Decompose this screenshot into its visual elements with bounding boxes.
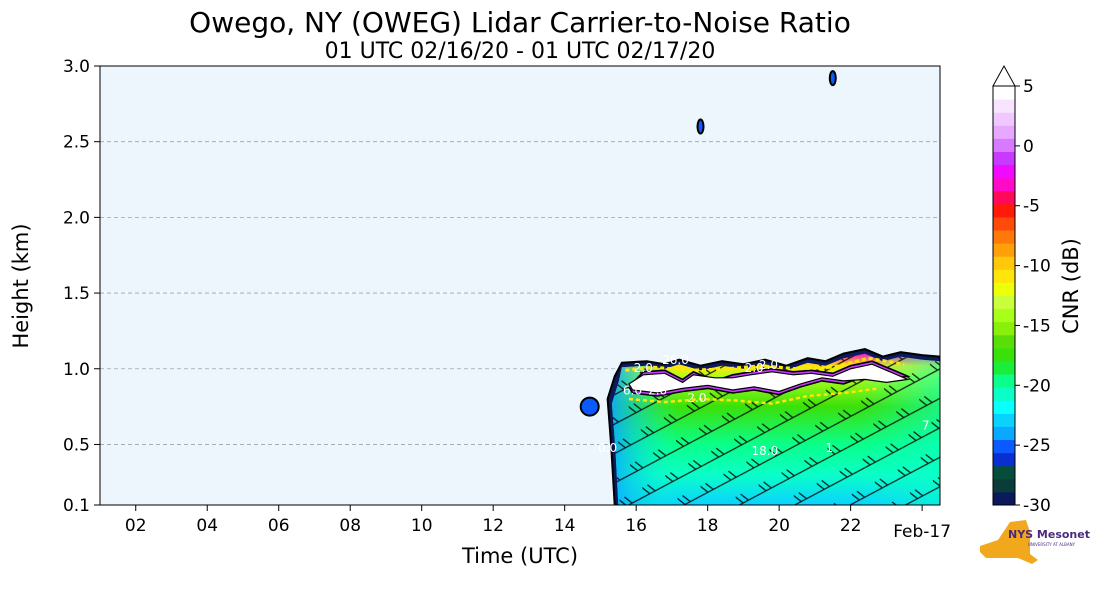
y-tick-label: 2.0 — [63, 208, 90, 228]
y-tick-label: 1.5 — [63, 284, 90, 304]
colorbar-segment — [993, 478, 1015, 493]
colorbar-segment — [993, 426, 1015, 441]
colorbar-segment — [993, 347, 1015, 362]
colorbar-tick-label: -20 — [1023, 376, 1051, 396]
x-tick-label: Feb-17 — [893, 522, 951, 542]
contour-label: 26.0 — [662, 353, 689, 367]
contour-label: 2.0 — [745, 361, 764, 375]
colorbar-label: CNR (dB) — [1059, 238, 1083, 334]
x-tick-label: 22 — [840, 516, 862, 536]
x-tick-label: 14 — [554, 516, 576, 536]
ny-state-shape-icon — [980, 520, 1038, 564]
colorbar-tick-label: 0 — [1023, 137, 1034, 157]
logo-subtext: UNIVERSITY AT ALBANY — [1028, 542, 1076, 547]
colorbar-segment — [993, 452, 1015, 467]
contour-label: 2.0 — [759, 358, 778, 372]
y-tick-label: 0.5 — [63, 435, 90, 455]
x-axis: 02 04 06 08 10 12 14 16 18 20 22 Feb-17 — [125, 505, 951, 542]
y-axis-label: Height (km) — [9, 223, 33, 348]
contour-label: 2.0 — [648, 383, 667, 397]
chart-subtitle: 01 UTC 02/16/20 - 01 UTC 02/17/20 — [325, 39, 716, 64]
contour-label: 2.0 — [634, 361, 653, 375]
isolated-echo — [579, 396, 600, 417]
isolated-echo — [696, 118, 705, 135]
colorbar-segment — [993, 112, 1015, 126]
x-tick-label: 18 — [697, 516, 719, 536]
colorbar-segment — [993, 86, 1015, 100]
wind-barbs — [611, 353, 940, 505]
colorbar-segment — [993, 465, 1015, 480]
colorbar-segment — [993, 151, 1015, 166]
colorbar-segment — [993, 308, 1015, 323]
colorbar-tick-label: -5 — [1023, 197, 1040, 217]
colorbar-extend-arrow — [992, 64, 1016, 87]
colorbar-segment — [993, 387, 1015, 401]
colorbar: 5 0 -5 -10 -15 -20 -25 -30 — [992, 64, 1051, 516]
contour-labels: 2.026.06.0 2.02.02.02.018.00.0 107 — [598, 353, 929, 458]
contour-label: 0.0 — [598, 441, 617, 455]
x-tick-label: 04 — [196, 516, 218, 536]
contour-label: 7 — [922, 418, 930, 432]
x-tick-label: 20 — [768, 516, 790, 536]
y-tick-label: 1.0 — [63, 360, 90, 380]
y-tick-label: 3.0 — [63, 57, 90, 77]
colorbar-segment — [993, 334, 1015, 349]
cnr-field — [579, 70, 940, 505]
plot-area: 2.026.06.0 2.02.02.02.018.00.0 107 — [99, 65, 941, 506]
colorbar-segment — [993, 321, 1015, 336]
colorbar-segment — [993, 269, 1015, 283]
logo-text: NYS Mesonet — [1008, 528, 1090, 541]
x-tick-label: 08 — [339, 516, 361, 536]
colorbar-segment — [993, 164, 1015, 179]
plot-frame — [99, 65, 941, 506]
colorbar-segment — [993, 282, 1015, 296]
colorbar-segment — [993, 439, 1015, 454]
colorbar-segment — [993, 400, 1015, 414]
colorbar-segment — [993, 491, 1015, 506]
colorbar-segment — [993, 256, 1015, 270]
colorbar-segment — [993, 230, 1015, 244]
colorbar-segment — [993, 243, 1015, 257]
y-tick-label: 2.5 — [63, 133, 90, 153]
x-tick-label: 16 — [625, 516, 647, 536]
contour-label: 18.0 — [751, 444, 778, 458]
nys-mesonet-logo: NYS Mesonet UNIVERSITY AT ALBANY — [978, 518, 1090, 568]
isolated-echo — [828, 70, 837, 87]
y-tick-label: 0.1 — [63, 496, 90, 516]
x-tick-label: 02 — [125, 516, 147, 536]
x-tick-label: 10 — [411, 516, 433, 536]
chart-title: Owego, NY (OWEG) Lidar Carrier-to-Noise … — [189, 6, 851, 39]
x-axis-label: Time (UTC) — [461, 544, 578, 568]
colorbar-frame — [992, 85, 1016, 506]
colorbar-tick-label: 5 — [1023, 77, 1034, 97]
colorbar-tick-label: -10 — [1023, 257, 1051, 277]
y-axis: 0.1 0.5 1.0 1.5 2.0 2.5 3.0 — [63, 57, 100, 516]
contour-label: 2.0 — [687, 391, 706, 405]
colorbar-segment — [993, 360, 1015, 375]
colorbar-segment — [993, 138, 1015, 152]
colorbar-tick-label: -25 — [1023, 436, 1051, 456]
colorbar-segment — [993, 295, 1015, 310]
colorbar-segment — [993, 125, 1015, 139]
colorbar-segment — [993, 413, 1015, 427]
colorbar-tick-label: -15 — [1023, 316, 1051, 336]
cloud-base-core — [628, 363, 911, 394]
colorbar-segment — [993, 177, 1015, 192]
contour-label: 1 — [825, 441, 833, 455]
contour-label: 6.0 — [623, 383, 642, 397]
colorbar-segment — [993, 216, 1015, 231]
x-tick-label: 06 — [268, 516, 290, 536]
colorbar-segment — [993, 203, 1015, 218]
x-tick-label: 12 — [482, 516, 504, 536]
colorbar-segment — [993, 99, 1015, 113]
colorbar-segment — [993, 190, 1015, 205]
colorbar-segment — [993, 374, 1015, 388]
cloud-top-contour — [625, 356, 905, 372]
contour-label: 0 — [858, 365, 866, 379]
colorbar-tick-label: -30 — [1023, 496, 1051, 516]
